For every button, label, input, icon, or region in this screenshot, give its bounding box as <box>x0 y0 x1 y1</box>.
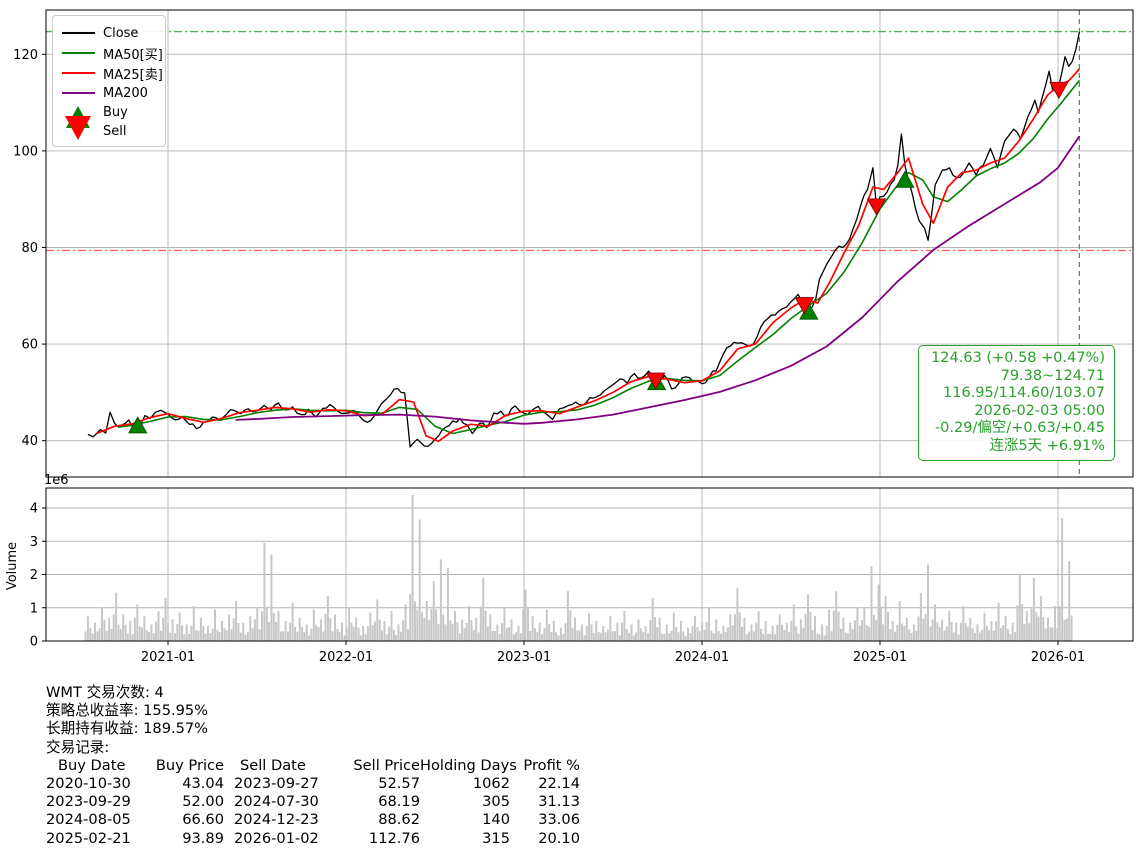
price-volume-chart: 40 60 80 100 120 0 1 2 3 4 2021-01 2022-01 2023-01 20… <box>5 9 1134 665</box>
price-ytick-label: 100 <box>13 144 38 159</box>
trade-markers <box>128 81 1069 434</box>
quote-info-box: 124.63 (+0.58 +0.47%) 79.38~124.71 116.9… <box>918 345 1115 461</box>
legend-item-ma200: MA200 <box>60 83 159 103</box>
legend-label: MA25[卖] <box>103 67 163 83</box>
info-bias: -0.29/偏空/+0.63/+0.45 <box>934 420 1105 437</box>
trade-count-line: WMT 交易次数: 4 <box>46 684 164 701</box>
info-datetime: 2026-02-03 05:00 <box>974 402 1105 419</box>
price-ytick-label: 80 <box>21 241 38 256</box>
trade-row: 2023-09-29 52.00 2024-07-30 68.19 305 31… <box>46 793 580 811</box>
buy-hold-return-line: 长期持有收益: 189.57% <box>46 720 209 738</box>
sell-marker <box>1049 81 1069 100</box>
volume-bars <box>84 494 1073 642</box>
ma200-line <box>235 135 1081 425</box>
info-last-price: 124.63 (+0.58 +0.47%) <box>931 350 1105 366</box>
volume-ytick-label: 4 <box>30 502 38 517</box>
price-ytick-label: 40 <box>21 434 38 449</box>
price-plot-frame <box>45 9 1134 478</box>
col-buy-price: Buy Price <box>155 756 224 774</box>
info-ma-values: 116.95/114.60/103.07 <box>943 385 1105 402</box>
trade-log-title: 交易记录: <box>46 738 110 756</box>
volume-ytick-label: 0 <box>30 635 38 650</box>
strategy-stats: WMT 交易次数: 4 策略总收益率: 155.95% 长期持有收益: 189.… <box>46 684 580 848</box>
close-line <box>87 31 1081 448</box>
trade-row: 2020-10-30 43.04 2023-09-27 52.57 1062 2… <box>46 775 580 793</box>
x-tick-label: 2022-01 <box>319 650 373 665</box>
price-ytick-label: 60 <box>21 338 38 353</box>
strategy-return-line: 策略总收益率: 155.95% <box>46 702 209 720</box>
x-tick-label: 2021-01 <box>141 650 195 665</box>
trade-table-header: Buy Date Buy Price Sell Date Sell Price … <box>46 757 580 775</box>
info-streak: 连涨5天 +6.91% <box>989 437 1105 454</box>
x-tick-label: 2026-01 <box>1031 650 1085 665</box>
axis-ticks <box>42 53 1059 645</box>
ma200-line-sample <box>60 92 96 94</box>
buy-marker <box>128 416 148 434</box>
legend-label: Buy <box>103 105 128 120</box>
col-buy-date: Buy Date <box>58 756 126 774</box>
col-holding-days: Holding Days <box>420 756 517 774</box>
col-sell-date: Sell Date <box>240 756 306 774</box>
col-profit: Profit % <box>523 756 580 774</box>
sell-marker <box>866 198 887 216</box>
trade-row: 2024-08-05 66.60 2024-12-23 88.62 140 33… <box>46 811 580 829</box>
ma25-line-sample <box>60 72 96 74</box>
volume-plot-frame <box>45 487 1134 642</box>
trade-table: Buy Date Buy Price Sell Date Sell Price … <box>46 757 580 848</box>
legend-label: MA50[买] <box>103 47 163 63</box>
volume-axis-label: Volume <box>5 542 20 590</box>
close-line-sample <box>60 32 96 34</box>
price-ytick-label: 120 <box>13 48 38 63</box>
x-tick-label: 2025-01 <box>853 650 907 665</box>
legend-box: Close MA50[买] MA25[卖] MA200 Buy Sell <box>52 15 166 147</box>
legend-item-close: Close <box>60 23 159 43</box>
sell-triangle-icon <box>60 115 96 140</box>
volume-ytick-label: 2 <box>30 568 38 583</box>
legend-item-sell: Sell <box>60 115 159 141</box>
ma50-line-sample <box>60 52 96 54</box>
col-sell-price: Sell Price <box>353 756 420 774</box>
sell-marker <box>646 372 666 390</box>
volume-ytick-label: 3 <box>30 535 38 550</box>
sell-marker <box>794 297 815 315</box>
buy-marker <box>895 170 915 188</box>
info-range: 79.38~124.71 <box>1000 367 1105 384</box>
trade-row: 2025-02-21 93.89 2026-01-02 112.76 315 2… <box>46 829 580 847</box>
x-tick-label: 2023-01 <box>497 650 551 665</box>
volume-scale-label: 1e6 <box>44 473 69 488</box>
axis-tick-labels: 40 60 80 100 120 0 1 2 3 4 2021-01 2022-01 2023-01 20… <box>5 48 1085 665</box>
legend-label: MA200 <box>103 85 148 101</box>
legend-label: Sell <box>103 124 127 139</box>
grid-lines <box>46 10 1133 641</box>
legend-item-ma25: MA25[卖] <box>60 63 163 83</box>
ma25-line <box>96 68 1081 443</box>
ma50-line <box>118 79 1081 435</box>
volume-ytick-label: 1 <box>30 601 38 616</box>
x-tick-label: 2024-01 <box>675 650 729 665</box>
legend-label: Close <box>103 25 139 41</box>
legend-item-ma50: MA50[买] <box>60 43 163 63</box>
